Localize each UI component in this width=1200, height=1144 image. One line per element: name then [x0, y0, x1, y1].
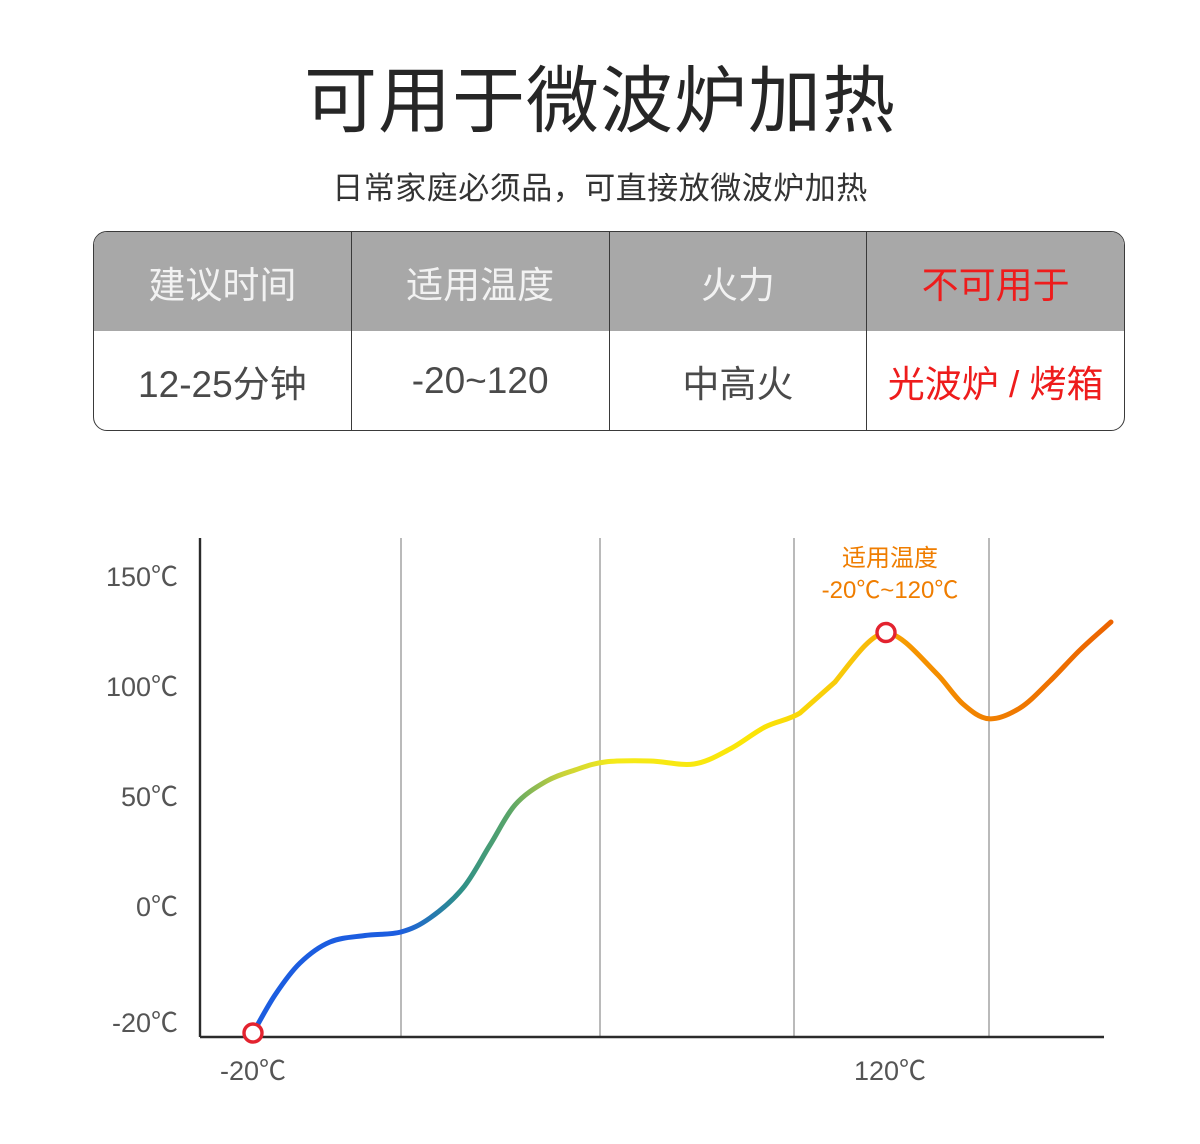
- svg-text:50℃: 50℃: [121, 782, 178, 812]
- svg-text:-20℃~120℃: -20℃~120℃: [822, 577, 959, 604]
- svg-text:0℃: 0℃: [136, 892, 178, 922]
- svg-text:-20℃: -20℃: [220, 1056, 286, 1086]
- svg-text:100℃: 100℃: [106, 672, 178, 702]
- svg-text:150℃: 150℃: [106, 562, 178, 592]
- svg-text:适用温度: 适用温度: [842, 545, 938, 572]
- svg-text:-20℃: -20℃: [112, 1008, 178, 1038]
- svg-text:120℃: 120℃: [854, 1056, 926, 1086]
